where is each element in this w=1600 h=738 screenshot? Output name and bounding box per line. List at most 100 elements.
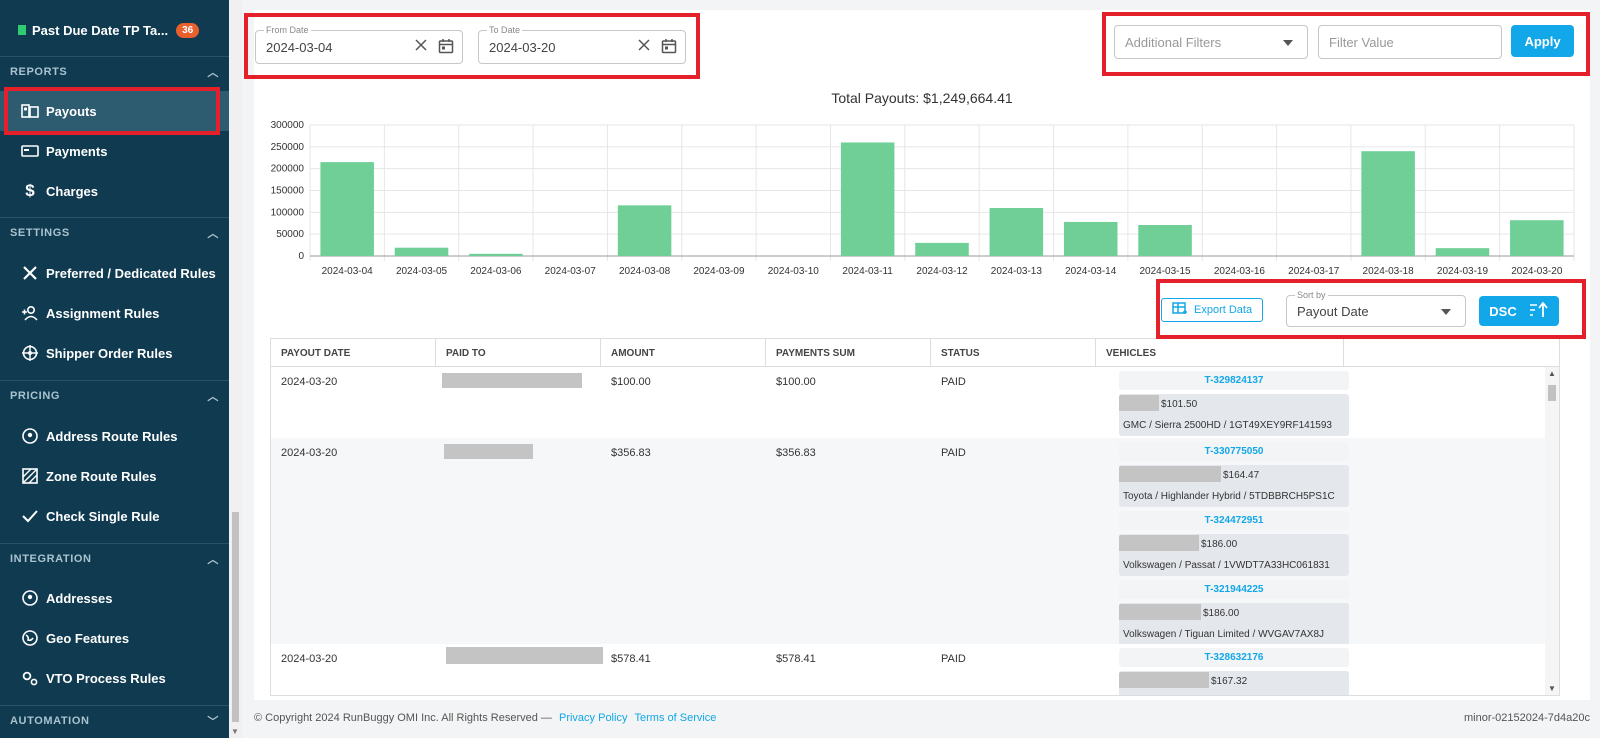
vehicle-id-link[interactable]: T-329824137 [1119,371,1349,390]
section-label: AUTOMATION [10,714,90,727]
scroll-down-arrow[interactable]: ▼ [1548,684,1556,693]
amount-cell: $100.00 [611,376,651,388]
chart-bar [915,242,969,256]
status-cell: PAID [941,376,966,388]
chevron-up-icon: ︿ [207,390,219,403]
vehicle-id-link[interactable]: T-328632176 [1119,648,1349,667]
sidebar-item-vto-process-rules[interactable]: VTO Process Rules [0,658,229,698]
section-label: REPORTS [10,65,68,78]
column-header[interactable]: PAYMENTS SUM [766,339,931,367]
sidebar-item-addresses[interactable]: Addresses [0,578,229,618]
sidebar-item-address-route-rules[interactable]: Address Route Rules [0,416,229,456]
export-data-button[interactable]: Export Data [1161,298,1264,322]
x-tick-label: 2024-03-09 [693,266,745,277]
scrollbar-thumb[interactable] [1548,385,1556,401]
sidebar-item-payouts[interactable]: Payouts [0,91,229,131]
field-legend: To Date [487,25,523,35]
sort-order-button[interactable]: DSC [1479,296,1559,326]
column-header[interactable]: STATUS [931,339,1096,367]
sidebar-item-label: Payments [46,143,108,159]
payout-date-cell: 2024-03-20 [281,653,338,665]
clear-icon[interactable] [637,38,651,57]
globe-icon [20,628,40,648]
sidebar-item-zone-route-rules[interactable]: Zone Route Rules [0,456,229,496]
additional-filters-select[interactable]: Additional Filters [1114,25,1308,59]
section-reports[interactable]: REPORTS ︿ [0,56,229,86]
section-label: INTEGRATION [10,552,92,565]
table-scrollbar[interactable]: ▲ ▼ [1545,367,1559,695]
select-placeholder: Additional Filters [1125,34,1222,50]
sidebar-item-charges[interactable]: $ Charges [0,171,229,211]
vehicle-description: GMC / Sierra 2500HD / 1GT49XEY9RF141593 [1123,420,1332,431]
y-tick-label: 250000 [271,142,305,153]
column-header[interactable]: PAID TO [436,339,601,367]
y-tick-label: 0 [298,251,304,262]
table-row[interactable]: 2024-03-20 $356.83 $356.83 PAID T-330775… [271,438,1559,645]
location-icon [20,426,40,446]
table-row[interactable]: 2024-03-20 $100.00 $100.00 PAID T-329824… [271,367,1559,438]
payouts-panel: From Date 2024-03-04 To Date 2024-03-20 … [254,10,1590,700]
payments-icon [20,141,40,161]
column-header[interactable]: AMOUNT [601,339,766,367]
section-pricing[interactable]: PRICING ︿ [0,380,229,410]
apply-button[interactable]: Apply [1511,25,1574,57]
copyright-text: © Copyright 2024 RunBuggy OMI Inc. All R… [254,712,552,724]
sort-by-select[interactable]: Sort by Payout Date [1286,290,1466,327]
sidebar-item-geo-features[interactable]: Geo Features [0,618,229,658]
terms-of-service-link[interactable]: Terms of Service [634,712,717,724]
x-tick-label: 2024-03-06 [470,266,522,277]
vehicle-entry: T-321944225 $186.00 Volkswagen / Tiguan … [1119,580,1349,645]
dollar-icon: $ [25,181,35,200]
x-tick-label: 2024-03-20 [1511,266,1563,277]
chart-bar [1138,224,1192,256]
vehicle-id-link[interactable]: T-330775050 [1119,442,1349,461]
sidebar-item-assignment-rules[interactable]: Assignment Rules [0,293,229,333]
sidebar-item-preferred-dedicated-rules[interactable]: Preferred / Dedicated Rules [0,253,229,293]
payout-date-cell: 2024-03-20 [281,376,338,388]
wheel-icon [20,343,40,363]
sidebar-item-check-single-rule[interactable]: Check Single Rule [0,496,229,536]
y-tick-label: 50000 [276,229,304,240]
field-legend: From Date [264,25,311,35]
y-tick-label: 300000 [271,120,305,131]
scroll-up-arrow[interactable]: ▲ [1548,369,1556,378]
status-indicator [18,25,26,35]
user-add-icon [20,303,40,323]
x-tick-label: 2024-03-13 [991,266,1043,277]
section-settings[interactable]: SETTINGS ︿ [0,217,229,247]
calendar-icon[interactable] [661,38,677,57]
vehicle-entry: T-324472951 $186.00 Volkswagen / Passat … [1119,511,1349,576]
clear-icon[interactable] [414,38,428,57]
chart-bar [1510,220,1564,256]
chevron-up-icon: ︿ [207,553,219,566]
to-date-field[interactable]: To Date 2024-03-20 [478,25,686,64]
column-header[interactable]: PAYOUT DATE [271,339,436,367]
footer: © Copyright 2024 RunBuggy OMI Inc. All R… [254,712,1600,724]
sidebar-scrollbar[interactable]: ▼ [229,0,242,738]
vehicle-id-link[interactable]: T-324472951 [1119,511,1349,530]
section-automation[interactable]: AUTOMATION ﹀ [0,705,229,735]
vehicle-entry: T-329824137 $101.50 GMC / Sierra 2500HD … [1119,371,1349,436]
column-header[interactable]: VEHICLES [1096,339,1344,367]
scroll-down-arrow[interactable]: ▼ [231,727,239,736]
sidebar-item-shipper-order-rules[interactable]: Shipper Order Rules [0,333,229,373]
check-icon [20,506,40,526]
filter-value-input[interactable]: Filter Value [1318,25,1502,59]
chevron-up-icon: ︿ [207,227,219,240]
vehicle-description: Volkswagen / Tiguan Limited / WVGAV7AX8J [1123,629,1325,640]
scrollbar-thumb[interactable] [232,512,239,722]
chart-bar [1063,221,1118,256]
vehicle-id-link[interactable]: T-321944225 [1119,580,1349,599]
section-integration[interactable]: INTEGRATION ︿ [0,543,229,573]
sidebar-item-label: Preferred / Dedicated Rules [46,265,216,281]
vehicle-card: $164.47 Toyota / Highlander Hybrid / 5TD… [1119,465,1349,507]
x-tick-label: 2024-03-16 [1214,266,1266,277]
calendar-icon[interactable] [438,38,454,57]
privacy-policy-link[interactable]: Privacy Policy [558,712,628,724]
from-date-field[interactable]: From Date 2024-03-04 [255,25,463,64]
sidebar-item-label: Past Due Date TP Ta... [32,22,169,38]
chart-bar [469,253,523,256]
sidebar-item-past-due[interactable]: Past Due Date TP Ta... 36 [18,19,200,41]
table-row[interactable]: 2024-03-20 $578.41 $578.41 PAID T-328632… [271,644,1559,695]
sidebar-item-payments[interactable]: Payments [0,131,229,171]
